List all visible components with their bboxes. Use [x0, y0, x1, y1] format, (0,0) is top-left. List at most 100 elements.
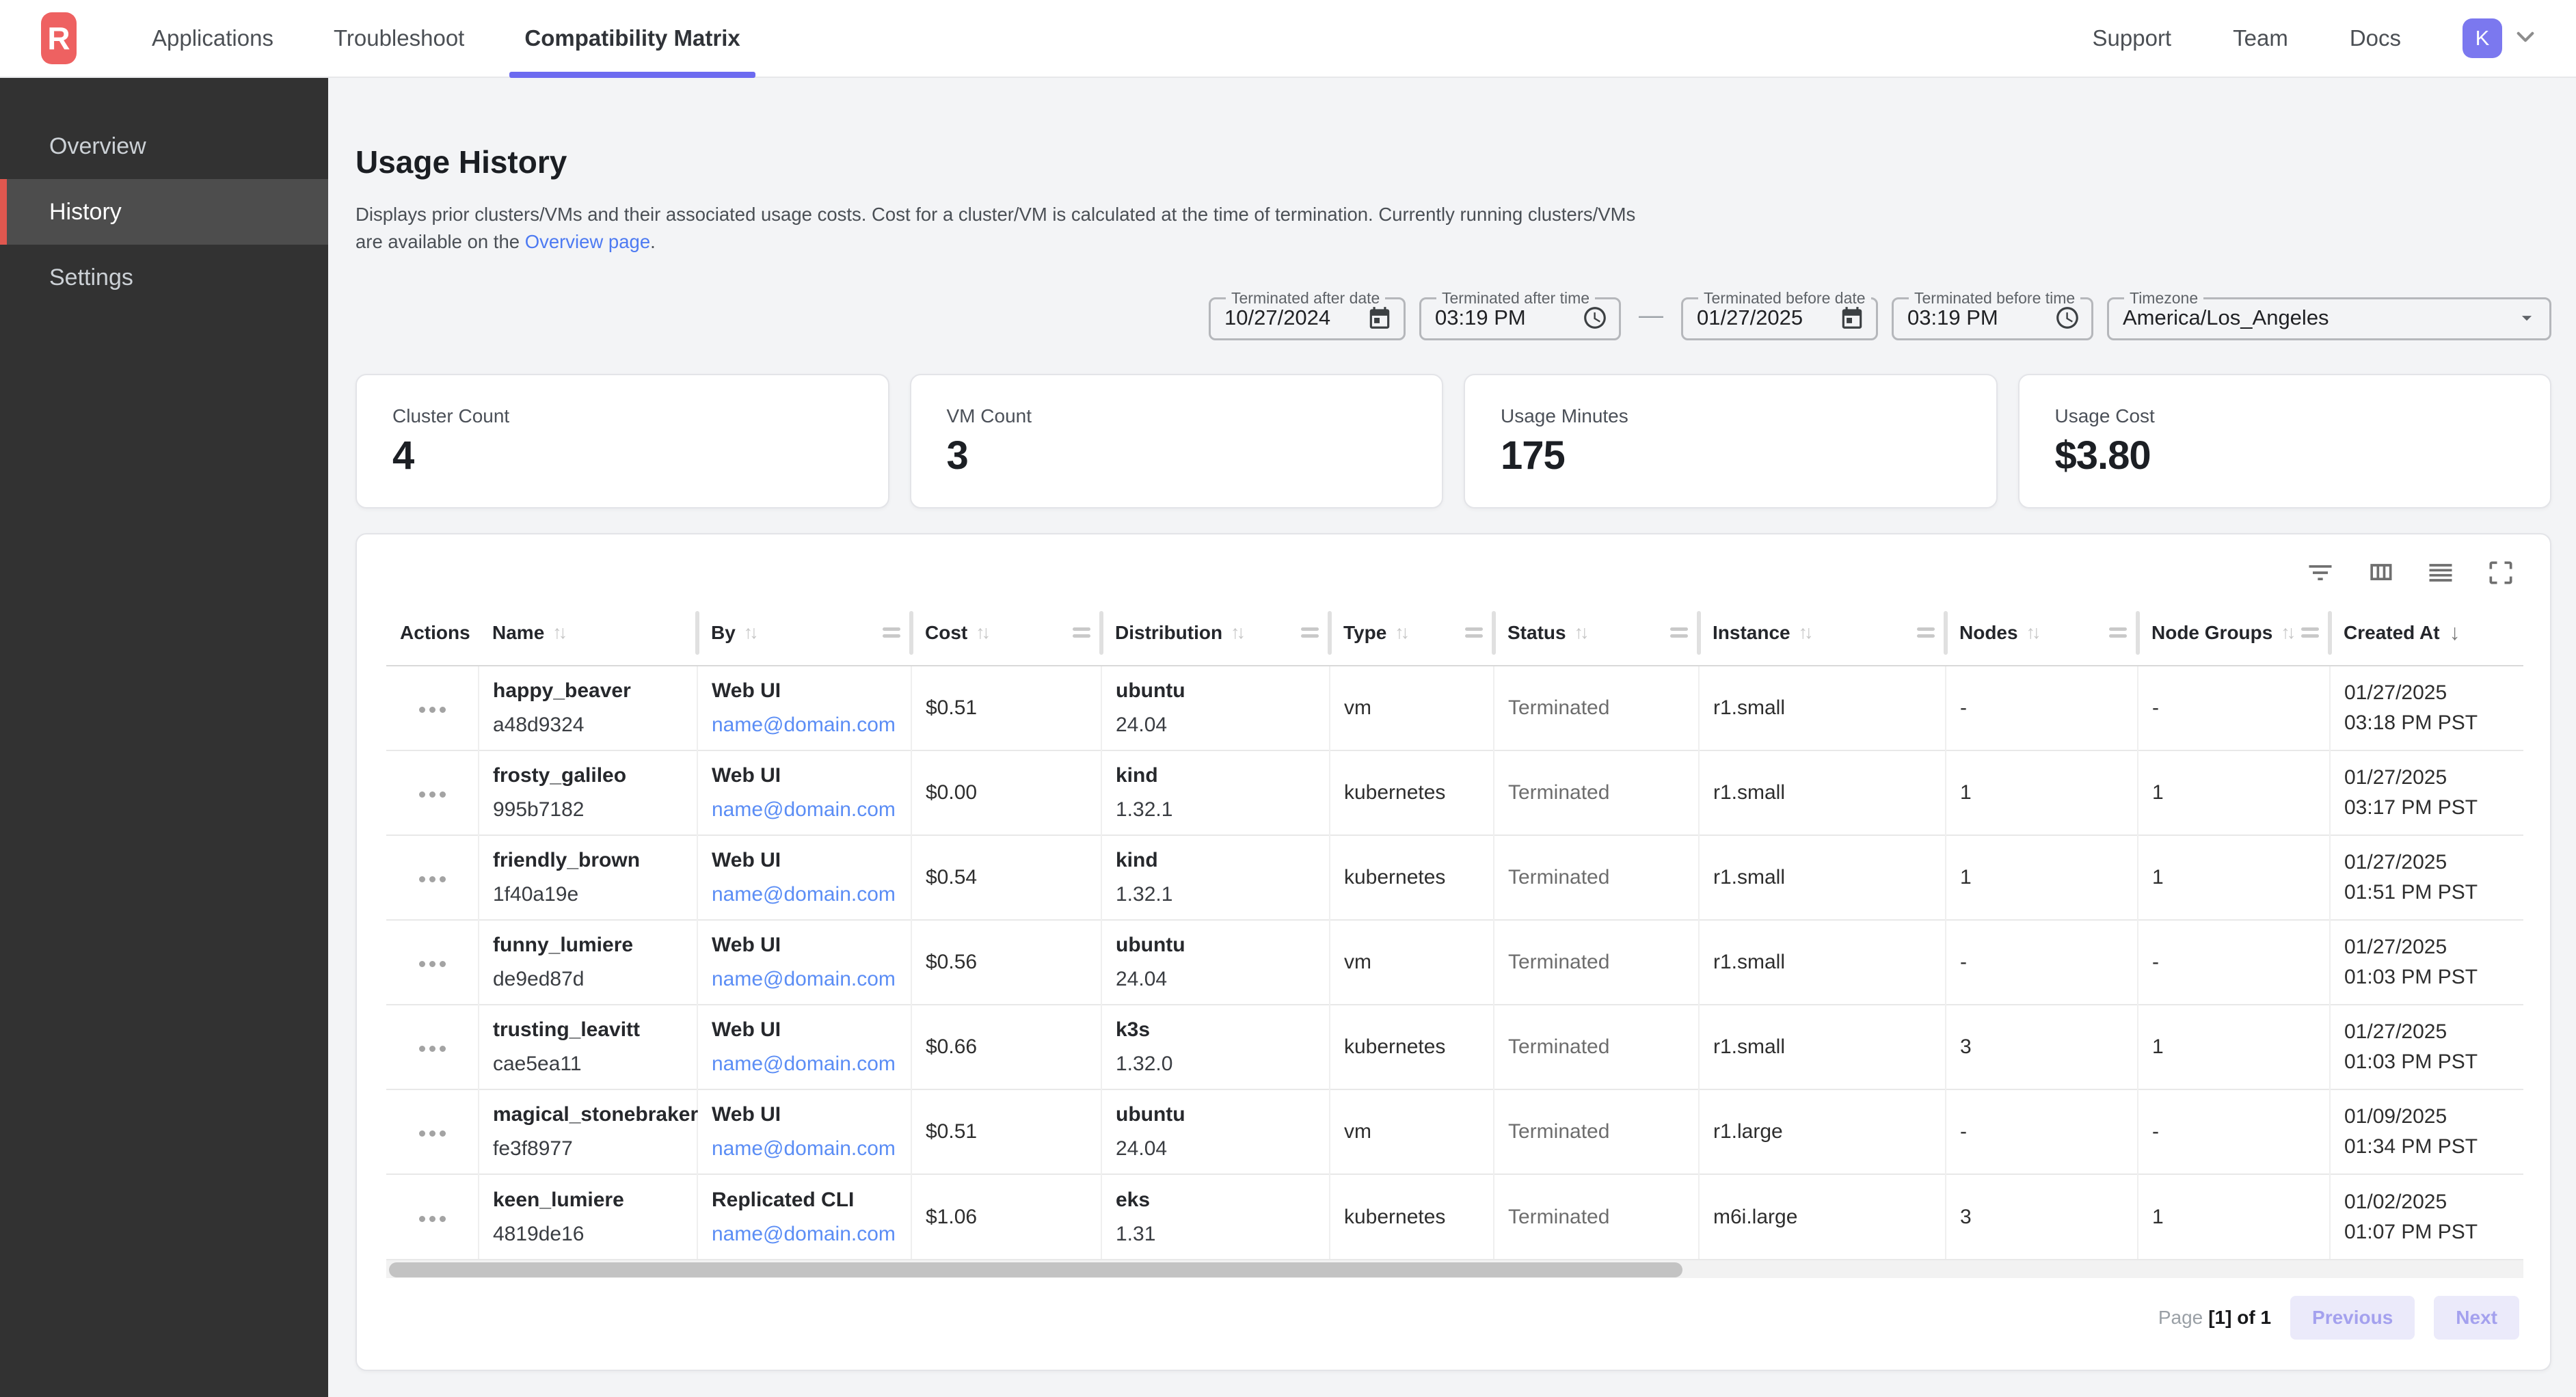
sort-icon[interactable]: ↑↓ [1395, 622, 1410, 642]
email-link[interactable]: name@domain.com [712, 798, 896, 821]
cluster-id: fe3f8977 [493, 1137, 573, 1160]
created-by: Web UI [712, 849, 781, 871]
sort-icon[interactable]: ↑↓ [552, 622, 567, 642]
tab-compatibility-matrix[interactable]: Compatibility Matrix [509, 0, 756, 78]
sidebar-item-history[interactable]: History [0, 179, 328, 245]
avatar[interactable]: K [2463, 18, 2502, 58]
sort-icon[interactable]: ↑↓ [2281, 622, 2296, 642]
created-date: 01/27/2025 [2344, 851, 2447, 873]
email-link[interactable]: name@domain.com [712, 1053, 896, 1075]
email-link[interactable]: name@domain.com [712, 1137, 896, 1160]
field-value: 01/27/2025 [1697, 306, 1803, 329]
sort-icon[interactable]: ↑↓ [976, 622, 991, 642]
filter-icon[interactable] [2305, 557, 2336, 588]
sort-icon[interactable]: ↑↓ [1574, 622, 1589, 642]
email-link[interactable]: name@domain.com [712, 968, 896, 990]
sort-icon[interactable]: ↑↓ [1798, 622, 1814, 642]
fullscreen-icon[interactable] [2485, 557, 2517, 588]
horizontal-scrollbar-thumb[interactable] [389, 1262, 1682, 1277]
column-menu-icon[interactable] [883, 627, 900, 638]
cost: $0.51 [926, 696, 978, 719]
chevron-down-icon[interactable] [2513, 25, 2538, 53]
clock-icon[interactable] [1582, 305, 1608, 331]
filter-timezone-select[interactable]: Timezone America/Los_Angeles [2107, 290, 2551, 340]
nav-link-docs[interactable]: Docs [2349, 25, 2401, 51]
instance: r1.small [1713, 866, 1786, 889]
column-header-cost[interactable]: Cost ↑↓ [909, 600, 1101, 666]
columns-icon[interactable] [2365, 557, 2396, 588]
node-groups: 1 [2152, 781, 2164, 804]
field-label: Terminated before time [1914, 289, 2076, 307]
sort-icon[interactable]: ↑↓ [2026, 622, 2041, 642]
next-page-button[interactable]: Next [2434, 1296, 2519, 1340]
column-header-nodes[interactable]: Nodes ↑↓ [1944, 600, 2138, 666]
filter-terminated-after-time[interactable]: Terminated after time 03:19 PM [1419, 290, 1621, 340]
stat-value: 3 [946, 433, 969, 478]
column-menu-icon[interactable] [1465, 627, 1483, 638]
topnav-right: Support Team Docs K [2093, 18, 2538, 58]
email-link[interactable]: name@domain.com [712, 714, 896, 736]
horizontal-scrollbar[interactable] [386, 1259, 2523, 1278]
calendar-icon[interactable] [1839, 305, 1865, 331]
nodes: - [1960, 696, 1967, 719]
calendar-icon[interactable] [1367, 305, 1393, 331]
row-actions-button[interactable] [411, 698, 454, 721]
sort-icon[interactable]: ↑↓ [1231, 622, 1246, 642]
instance: r1.small [1713, 951, 1786, 973]
column-header-name[interactable]: Name ↑↓ [479, 600, 697, 666]
distribution-version: 1.32.1 [1116, 798, 1173, 821]
app-logo[interactable]: R [41, 12, 77, 64]
status: Terminated [1508, 1120, 1610, 1143]
stat-card-vm-count: VM Count 3 [909, 374, 1443, 508]
stat-card-usage-cost: Usage Cost $3.80 [2017, 374, 2551, 508]
sidebar-item-overview[interactable]: Overview [49, 133, 146, 159]
density-icon[interactable] [2425, 557, 2456, 588]
row-actions-button[interactable] [411, 1037, 454, 1060]
row-actions-button[interactable] [411, 1208, 454, 1230]
dropdown-arrow-icon[interactable] [2515, 306, 2538, 329]
row-actions-button[interactable] [411, 783, 454, 806]
filter-terminated-after-date[interactable]: Terminated after date 10/27/2024 [1209, 290, 1406, 340]
row-actions-button[interactable] [411, 953, 454, 975]
column-label: Cost [925, 621, 968, 643]
row-actions-button[interactable] [411, 868, 454, 891]
column-menu-icon[interactable] [1670, 627, 1688, 638]
tab-applications[interactable]: Applications [152, 25, 273, 51]
pagination: Page [1] of 1 Previous Next [386, 1296, 2523, 1340]
field-label: Timezone [2130, 289, 2199, 307]
filter-terminated-before-date[interactable]: Terminated before date 01/27/2025 [1681, 290, 1878, 340]
sort-icon[interactable]: ↑↓ [743, 622, 759, 642]
tab-troubleshoot[interactable]: Troubleshoot [333, 25, 465, 51]
column-menu-icon[interactable] [1073, 627, 1090, 638]
clock-icon[interactable] [2054, 305, 2080, 331]
nav-link-support[interactable]: Support [2092, 25, 2172, 51]
column-header-type[interactable]: Type ↑↓ [1328, 600, 1494, 666]
distribution-version: 1.32.0 [1116, 1053, 1173, 1075]
row-actions-button[interactable] [411, 1122, 454, 1145]
previous-page-button[interactable]: Previous [2290, 1296, 2415, 1340]
overview-page-link[interactable]: Overview page [524, 231, 651, 252]
node-groups: - [2152, 696, 2159, 719]
primary-tabs: Applications Troubleshoot Compatibility … [137, 0, 756, 78]
column-header-instance[interactable]: Instance ↑↓ [1697, 600, 1946, 666]
description-suffix: . [650, 231, 656, 252]
column-header-node-groups[interactable]: Node Groups ↑↓ [2136, 600, 2330, 666]
column-menu-icon[interactable] [2301, 627, 2319, 638]
column-menu-icon[interactable] [2109, 627, 2127, 638]
column-menu-icon[interactable] [1917, 627, 1935, 638]
column-header-created-at[interactable]: Created At ↓ [2328, 600, 2523, 666]
sort-desc-icon[interactable]: ↓ [2449, 620, 2460, 645]
nav-link-team[interactable]: Team [2233, 25, 2288, 51]
filter-terminated-before-time[interactable]: Terminated before time 03:19 PM [1892, 290, 2093, 340]
column-header-distribution[interactable]: Distribution ↑↓ [1099, 600, 1330, 666]
page-title: Usage History [355, 144, 567, 180]
sidebar-item-settings[interactable]: Settings [49, 264, 133, 290]
email-link[interactable]: name@domain.com [712, 883, 896, 906]
email-link[interactable]: name@domain.com [712, 1222, 896, 1245]
column-menu-icon[interactable] [1301, 627, 1319, 638]
created-time: 01:07 PM PST [2344, 1220, 2478, 1243]
account-menu[interactable]: K [2463, 18, 2538, 58]
column-header-status[interactable]: Status ↑↓ [1492, 600, 1699, 666]
status: Terminated [1508, 781, 1610, 804]
column-header-by[interactable]: By ↑↓ [695, 600, 911, 666]
